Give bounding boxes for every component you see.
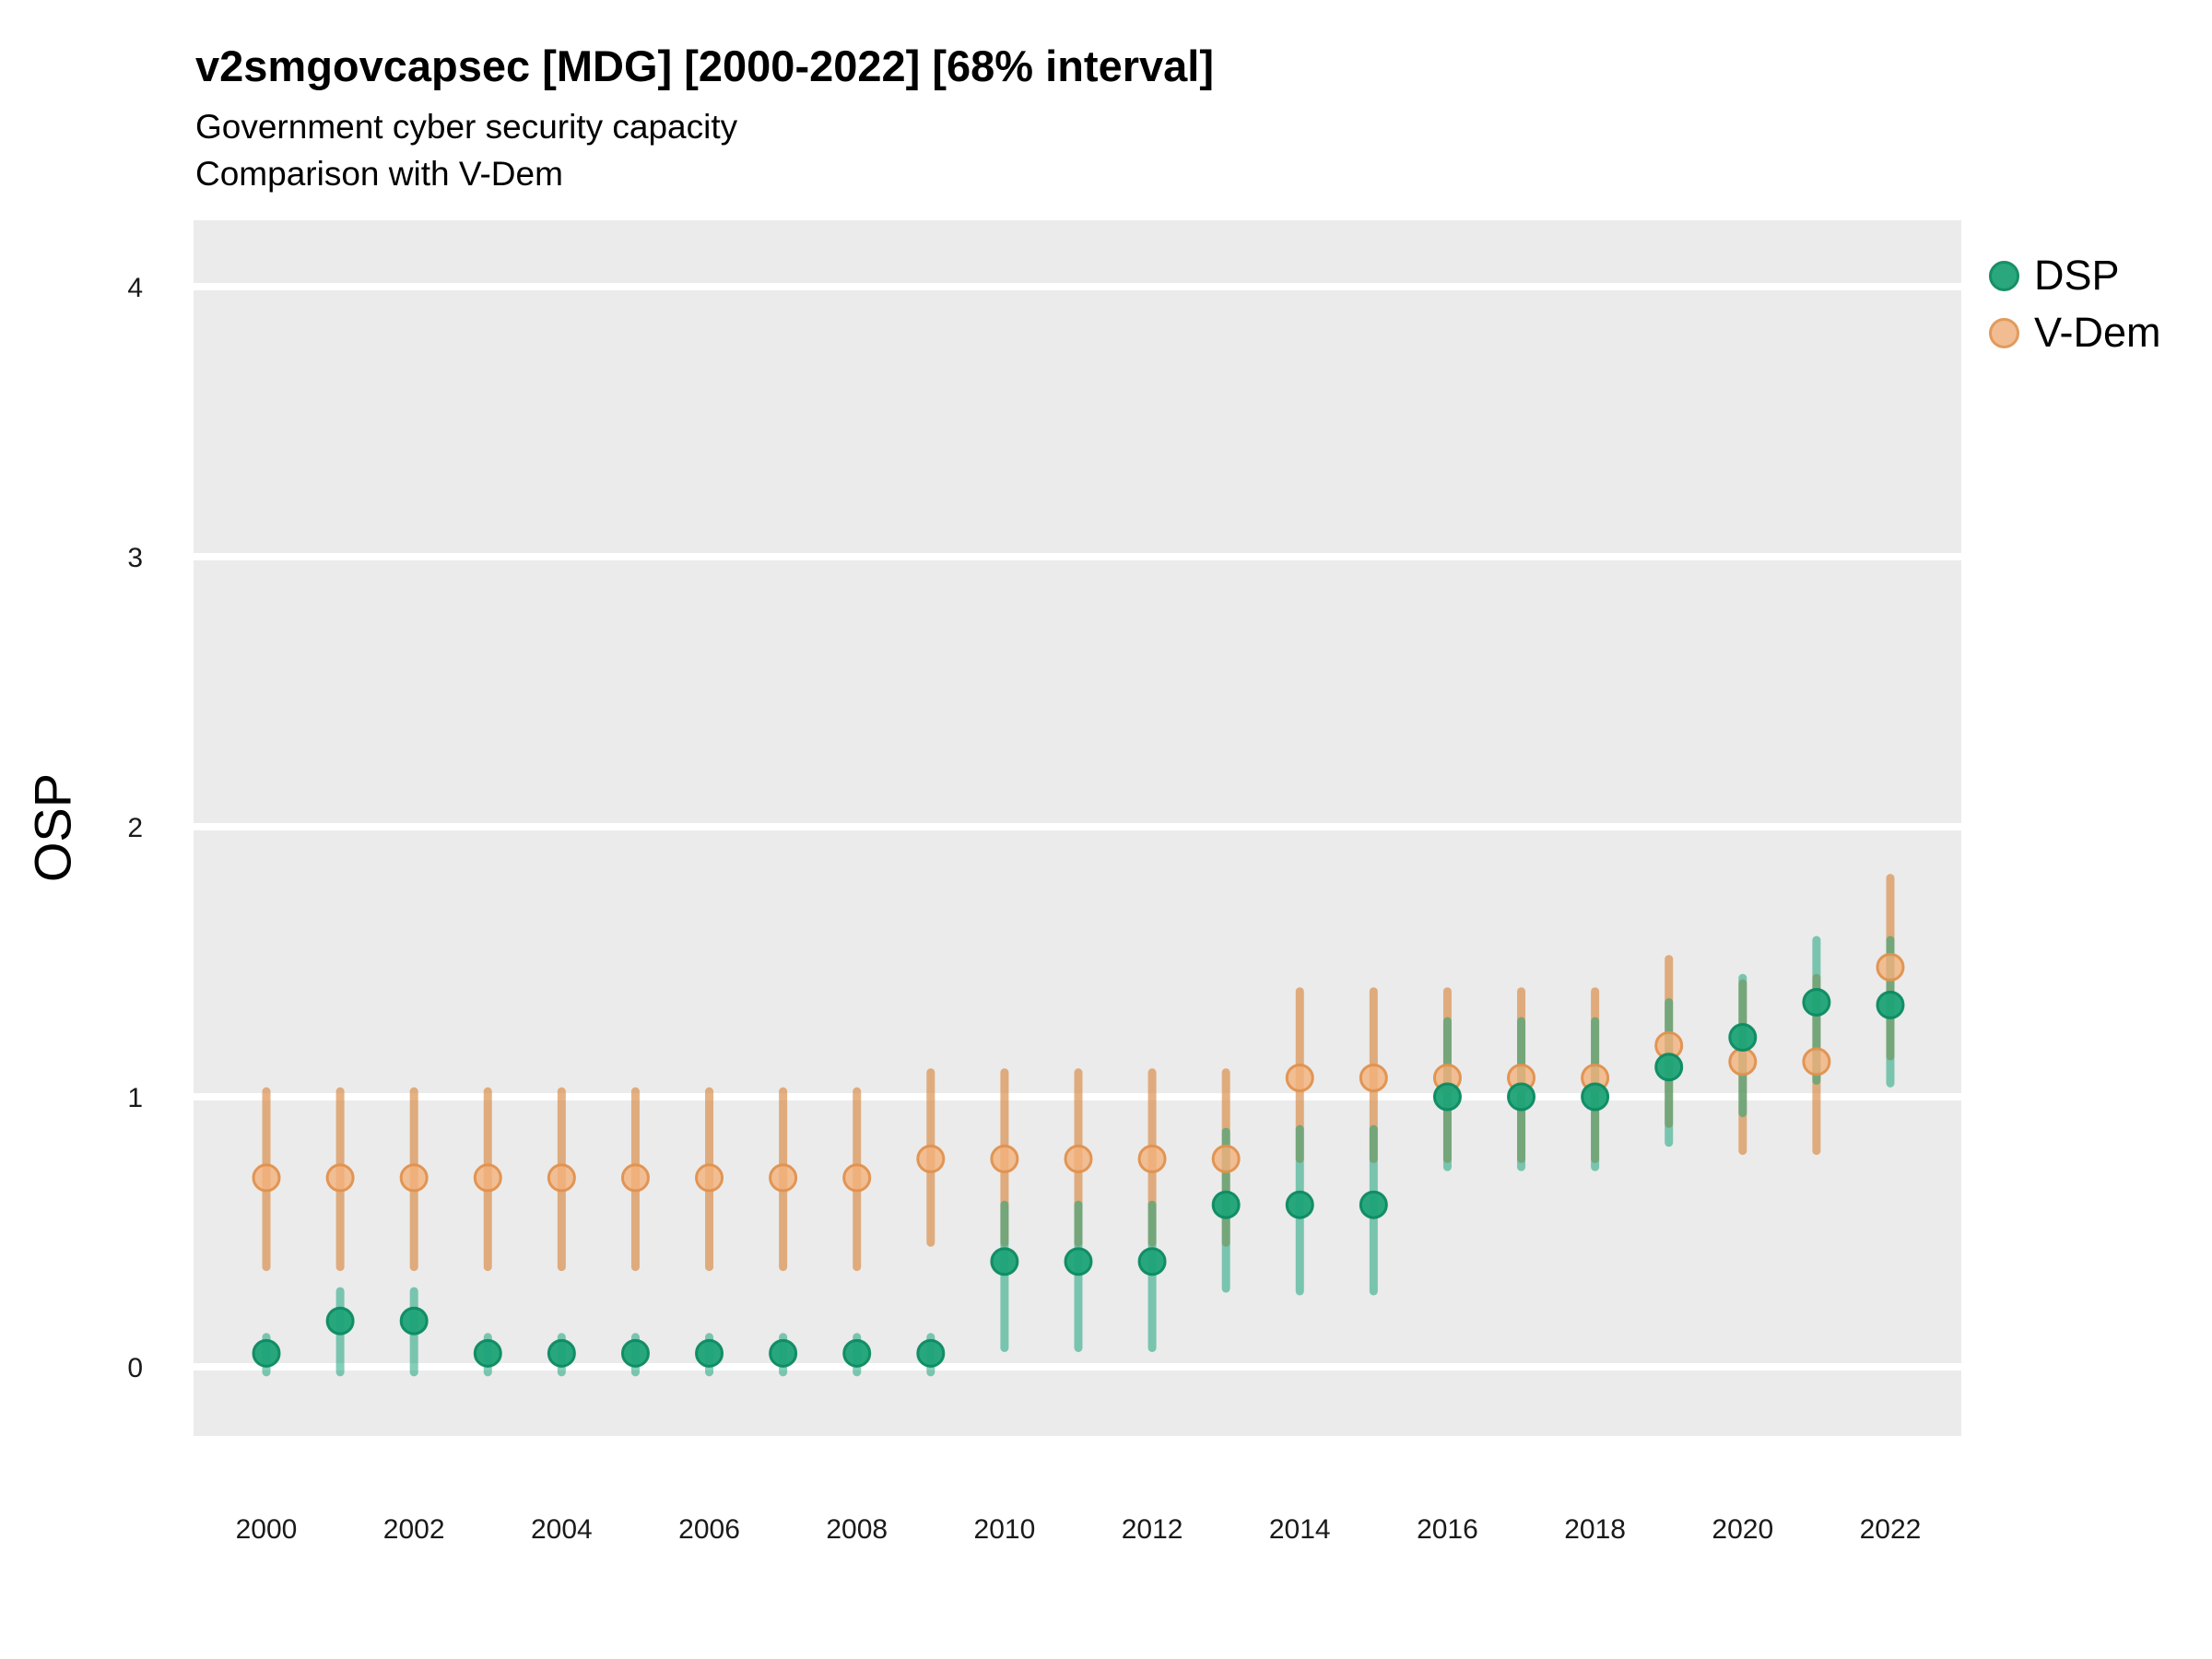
dsp-point-2005 — [620, 1338, 650, 1368]
chart-title: v2smgovcapsec [MDG] [2000-2022] [68% int… — [195, 41, 1214, 90]
dsp-point-2001 — [325, 1306, 355, 1335]
dsp-point-2012 — [1137, 1247, 1167, 1277]
dsp-point-2000 — [252, 1338, 281, 1368]
chart-subtitle-line1: Government cyber security capacity — [195, 108, 738, 146]
x-tick-label-2022: 2022 — [1860, 1514, 1922, 1545]
y-tick-label-1: 1 — [127, 1083, 143, 1113]
legend: DSP V-Dem — [1989, 253, 2161, 367]
vdem-point-2014 — [1285, 1063, 1314, 1092]
vdem-point-2007 — [769, 1163, 798, 1193]
vdem-point-2008 — [842, 1163, 872, 1193]
legend-item-vdem: V-Dem — [1989, 310, 2161, 356]
vdem-point-2013 — [1211, 1144, 1241, 1173]
y-tick-label-2: 2 — [127, 813, 143, 843]
y-tick-label-4: 4 — [127, 273, 143, 303]
x-tick-label-2008: 2008 — [826, 1514, 888, 1545]
dsp-point-2009 — [916, 1338, 946, 1368]
x-tick-label-2016: 2016 — [1417, 1514, 1478, 1545]
x-tick-label-2012: 2012 — [1122, 1514, 1183, 1545]
vdem-point-2022 — [1876, 952, 1905, 982]
dsp-point-2013 — [1211, 1190, 1241, 1219]
chart-subtitle-line2: Comparison with V-Dem — [195, 155, 563, 193]
vdem-point-2000 — [252, 1163, 281, 1193]
x-tick-label-2014: 2014 — [1269, 1514, 1331, 1545]
x-tick-label-2002: 2002 — [383, 1514, 445, 1545]
dsp-legend-marker-icon — [1989, 260, 2019, 291]
vdem-point-2006 — [695, 1163, 724, 1193]
vdem-legend-marker-icon — [1989, 317, 2019, 348]
dsp-point-2018 — [1581, 1082, 1610, 1112]
vdem-point-2001 — [325, 1163, 355, 1193]
dsp-point-2011 — [1064, 1247, 1093, 1277]
vdem-point-2009 — [916, 1144, 946, 1173]
x-tick-label-2018: 2018 — [1564, 1514, 1626, 1545]
dsp-point-2015 — [1359, 1190, 1388, 1219]
vdem-point-2021 — [1802, 1047, 1831, 1077]
x-tick-label-2006: 2006 — [678, 1514, 740, 1545]
vdem-point-2002 — [399, 1163, 429, 1193]
dsp-point-2004 — [547, 1338, 576, 1368]
dsp-point-2002 — [399, 1306, 429, 1335]
vdem-point-2010 — [990, 1144, 1019, 1173]
dsp-point-2020 — [1728, 1023, 1758, 1053]
dsp-point-2010 — [990, 1247, 1019, 1277]
x-tick-label-2000: 2000 — [236, 1514, 298, 1545]
vdem-point-2020 — [1728, 1047, 1758, 1077]
legend-item-dsp: DSP — [1989, 253, 2161, 299]
vdem-point-2005 — [620, 1163, 650, 1193]
y-tick-label-0: 0 — [127, 1353, 143, 1383]
dsp-point-2022 — [1876, 990, 1905, 1019]
dsp-point-2021 — [1802, 987, 1831, 1017]
y-tick-label-3: 3 — [127, 543, 143, 573]
x-tick-label-2020: 2020 — [1712, 1514, 1773, 1545]
vdem-point-2015 — [1359, 1063, 1388, 1092]
vdem-point-2011 — [1064, 1144, 1093, 1173]
dsp-point-2014 — [1285, 1190, 1314, 1219]
vdem-point-2004 — [547, 1163, 576, 1193]
dsp-point-2006 — [695, 1338, 724, 1368]
vdem-point-2012 — [1137, 1144, 1167, 1173]
dsp-point-2019 — [1654, 1053, 1684, 1082]
vdem-point-2003 — [473, 1163, 502, 1193]
dsp-point-2008 — [842, 1338, 872, 1368]
legend-label-dsp: DSP — [2034, 252, 2120, 299]
x-tick-label-2004: 2004 — [531, 1514, 593, 1545]
dsp-point-2017 — [1507, 1082, 1536, 1112]
legend-label-vdem: V-Dem — [2034, 309, 2161, 356]
x-tick-label-2010: 2010 — [974, 1514, 1036, 1545]
dsp-point-2016 — [1432, 1082, 1462, 1112]
dsp-point-2003 — [473, 1338, 502, 1368]
dsp-point-2007 — [769, 1338, 798, 1368]
